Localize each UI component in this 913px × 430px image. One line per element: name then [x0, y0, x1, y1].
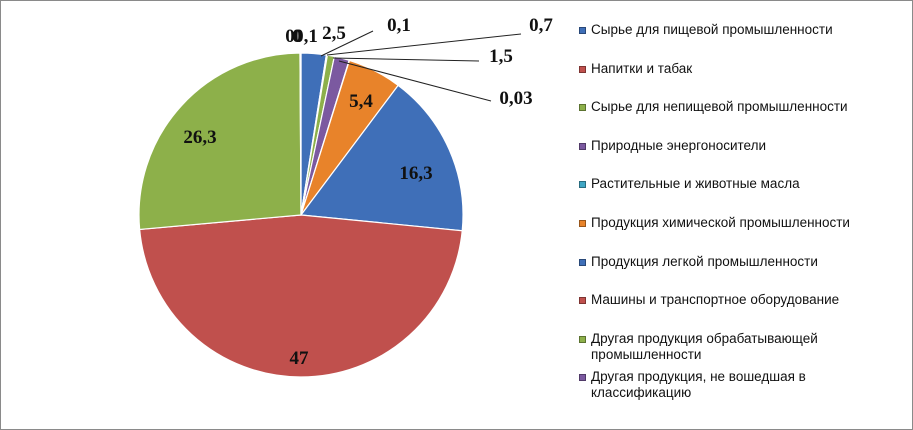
legend: Сырье для пищевой промышленности Напитки …: [579, 22, 909, 408]
data-label: 0,1: [294, 26, 318, 47]
legend-swatch: [579, 142, 586, 150]
legend-item: Другая продукция, не вошедшая в классифи…: [579, 369, 909, 408]
legend-swatch: [579, 258, 586, 266]
legend-swatch: [579, 335, 586, 343]
data-label: 1,5: [489, 46, 513, 67]
legend-label: Машины и транспортное оборудование: [591, 292, 840, 308]
data-label: 26,3: [183, 127, 216, 148]
legend-item: Растительные и животные масла: [579, 176, 909, 215]
leader-line: [338, 60, 492, 102]
legend-label: Природные энергоносители: [591, 137, 767, 153]
legend-item: Напитки и табак: [579, 61, 909, 100]
leader-line: [320, 30, 374, 57]
legend-swatch: [579, 219, 586, 227]
pie-slice: [138, 52, 302, 231]
data-label: 0,1: [387, 15, 411, 36]
data-label: 47: [290, 348, 310, 369]
legend-swatch: [579, 374, 586, 382]
legend-label: Сырье для непищевой промышленности: [591, 99, 848, 115]
legend-swatch: [579, 297, 586, 305]
legend-item: Другая продукция обрабатывающей промышле…: [579, 331, 909, 370]
legend-item: Машины и транспортное оборудование: [579, 292, 909, 331]
legend-label: Другая продукция обрабатывающей промышле…: [591, 330, 818, 362]
legend-swatch: [579, 27, 586, 34]
leader-line: [332, 57, 480, 62]
legend-label: Другая продукция, не вошедшая в классифи…: [591, 369, 806, 401]
pie-slice: [299, 84, 464, 232]
data-label: 0,7: [529, 15, 553, 36]
data-label: 5,4: [349, 91, 373, 112]
legend-item: Сырье для пищевой промышленности: [579, 22, 909, 61]
legend-label: Продукция легкой промышленности: [591, 253, 818, 269]
data-label: 16,3: [399, 163, 432, 184]
pie-slice: [138, 214, 463, 378]
legend-swatch: [579, 104, 586, 112]
legend-item: Продукция легкой промышленности: [579, 254, 909, 293]
leader-line: [326, 33, 522, 56]
data-label: 0: [292, 26, 302, 47]
legend-label: Растительные и животные масла: [591, 176, 800, 192]
legend-label: Сырье для пищевой промышленности: [591, 22, 833, 37]
legend-swatch: [579, 65, 586, 73]
legend-item: Природные энергоносители: [579, 138, 909, 177]
pie-slice: [299, 52, 302, 216]
data-label: 0: [285, 26, 295, 47]
legend-item: Сырье для непищевой промышленности: [579, 99, 909, 138]
data-label: 2,5: [322, 23, 346, 44]
legend-item: Продукция химической промышленности: [579, 215, 909, 254]
data-label: 0,03: [499, 88, 532, 109]
legend-swatch: [579, 181, 586, 189]
legend-label: Продукция химической промышленности: [591, 214, 850, 230]
legend-label: Напитки и табак: [591, 60, 693, 76]
